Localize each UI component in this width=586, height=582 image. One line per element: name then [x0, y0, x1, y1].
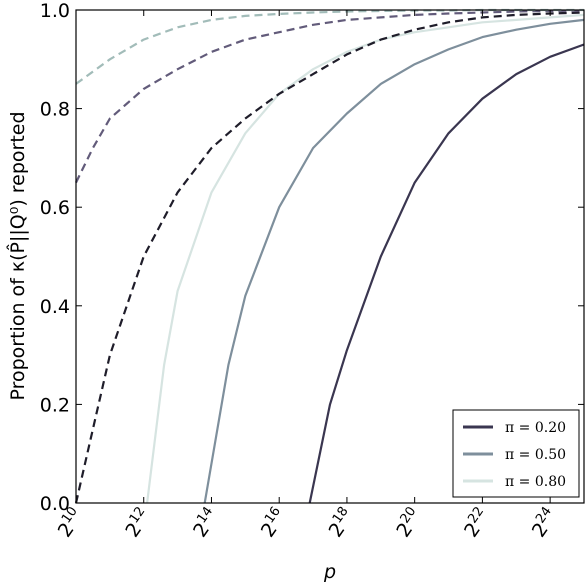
y-tick-label: 1.0 [40, 0, 70, 22]
y-axis-label: Proportion of κ(P̂||Q⁰) reported [7, 111, 29, 400]
x-tick-label: 222 [458, 504, 494, 541]
svg-text:214: 214 [187, 504, 223, 541]
series-line-4 [74, 11, 585, 504]
series-line-2 [203, 18, 585, 504]
svg-text:216: 216 [255, 504, 291, 541]
x-tick-label: 218 [323, 504, 359, 541]
x-tick-label: 224 [526, 504, 562, 541]
y-tick-label: 0.2 [40, 394, 70, 416]
series-layer [74, 8, 585, 504]
x-tick-label: 220 [391, 504, 427, 541]
series-line-5 [75, 9, 585, 184]
x-tick-label: 214 [187, 504, 223, 541]
x-tick-label: 212 [120, 504, 156, 541]
x-tick-label: 216 [255, 504, 291, 541]
x-axis-label: p [323, 561, 336, 582]
legend-label: π = 0.20 [505, 420, 566, 436]
y-axis-ticks: 0.0 0.2 0.4 0.6 0.8 1.0 [40, 0, 584, 515]
y-tick-label: 0.4 [40, 296, 70, 318]
svg-text:212: 212 [120, 504, 156, 541]
svg-text:220: 220 [391, 504, 427, 541]
series-line-3 [146, 13, 585, 504]
legend-label: π = 0.50 [505, 447, 566, 463]
legend-label: π = 0.80 [505, 474, 566, 490]
series-line-1 [308, 43, 585, 504]
svg-text:222: 222 [458, 504, 494, 541]
svg-text:218: 218 [323, 504, 359, 541]
y-tick-label: 0.0 [40, 493, 70, 515]
y-tick-label: 0.6 [40, 197, 70, 219]
y-tick-label: 0.8 [40, 99, 70, 121]
svg-text:224: 224 [526, 504, 562, 541]
legend: π = 0.20 π = 0.50 π = 0.80 [452, 409, 580, 498]
plot-frame [75, 9, 585, 504]
